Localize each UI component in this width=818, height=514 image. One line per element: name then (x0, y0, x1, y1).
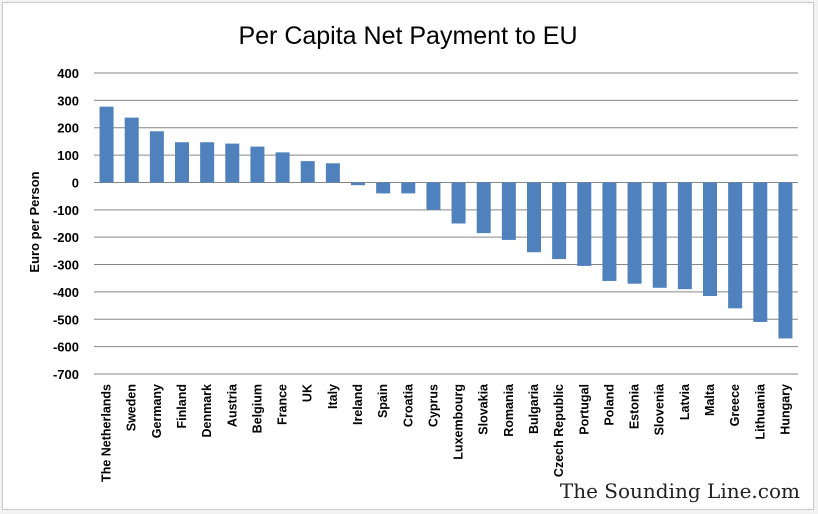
chart-title: Per Capita Net Payment to EU (238, 22, 577, 50)
x-tick-label: Cyprus (426, 384, 440, 427)
bar (703, 182, 717, 297)
bar (300, 161, 315, 183)
bar (325, 163, 340, 183)
x-tick-label: Hungary (778, 384, 792, 435)
bar (728, 182, 743, 309)
bar (250, 146, 265, 183)
watermark: The Sounding Line.com (560, 479, 800, 503)
y-tick-label: -300 (53, 258, 79, 273)
bar (99, 106, 114, 183)
bar (376, 182, 391, 194)
y-tick-label: -400 (53, 285, 79, 300)
y-tick-label: 400 (57, 66, 79, 81)
x-tick-label: Italy (326, 384, 340, 409)
bars (99, 106, 793, 339)
x-tick-label: Romania (502, 383, 516, 437)
y-tick-label: 200 (57, 121, 79, 136)
bar (476, 182, 491, 234)
bar (275, 152, 290, 183)
gridlines (94, 72, 798, 375)
y-tick-label: -200 (53, 230, 79, 245)
y-tick-label: -100 (53, 203, 79, 218)
bar (501, 182, 516, 240)
y-tick-label: 300 (57, 93, 79, 108)
x-tick-label: Latvia (678, 383, 692, 420)
bar (124, 117, 139, 183)
bar (527, 182, 541, 253)
bar (753, 182, 768, 323)
x-tick-label: Malta (703, 383, 717, 416)
bar (577, 182, 592, 266)
x-tick-label: Finland (175, 384, 189, 428)
x-tick-label: Denmark (200, 384, 214, 438)
bar (175, 142, 189, 183)
bar (677, 182, 692, 290)
x-tick-label: Estonia (628, 383, 642, 429)
x-tick-label: Slovakia (477, 383, 491, 435)
x-tick-label: Luxembourg (452, 384, 466, 460)
bar (552, 182, 567, 260)
x-tick-label: Croatia (401, 383, 415, 427)
bar (401, 182, 416, 194)
x-tick-label: Greece (728, 384, 742, 426)
y-tick-label: 100 (57, 148, 79, 163)
bar (351, 182, 365, 186)
x-tick-label: Bulgaria (527, 383, 541, 434)
x-axis-ticks: The Netherlands Sweden Germany Finland Denma… (100, 383, 793, 482)
y-tick-label: -700 (53, 367, 79, 382)
bar (426, 182, 441, 210)
y-tick-label: -600 (53, 340, 79, 355)
x-tick-label: Spain (376, 384, 390, 418)
y-axis-ticks: 400 300 200 100 0 -100 -200 -300 -400 -500 -600 -70… (53, 66, 79, 382)
y-tick-label: 0 (72, 175, 79, 190)
x-tick-label: Lithuania (753, 383, 767, 440)
bar (778, 182, 793, 339)
bar (200, 142, 215, 183)
x-tick-label: Germany (150, 384, 164, 438)
y-axis-label: Euro per Person (27, 171, 42, 272)
x-tick-label: The Netherlands (100, 384, 114, 482)
bar (451, 182, 466, 224)
x-tick-label: Portugal (577, 384, 591, 435)
bar (602, 182, 617, 281)
bar (627, 182, 642, 284)
x-tick-label: Ireland (351, 384, 365, 425)
bar (652, 182, 667, 288)
x-tick-label: Austria (225, 383, 239, 427)
x-tick-label: Poland (602, 384, 616, 426)
x-tick-label: Czech Republic (552, 384, 566, 477)
y-tick-label: -500 (53, 312, 79, 327)
bar (225, 143, 240, 183)
x-tick-label: Slovenia (653, 383, 667, 435)
bar (149, 131, 164, 183)
x-tick-label: Belgium (250, 384, 264, 433)
x-tick-label: Sweden (125, 384, 139, 431)
x-tick-label: France (276, 384, 290, 425)
x-tick-label: UK (301, 384, 315, 402)
